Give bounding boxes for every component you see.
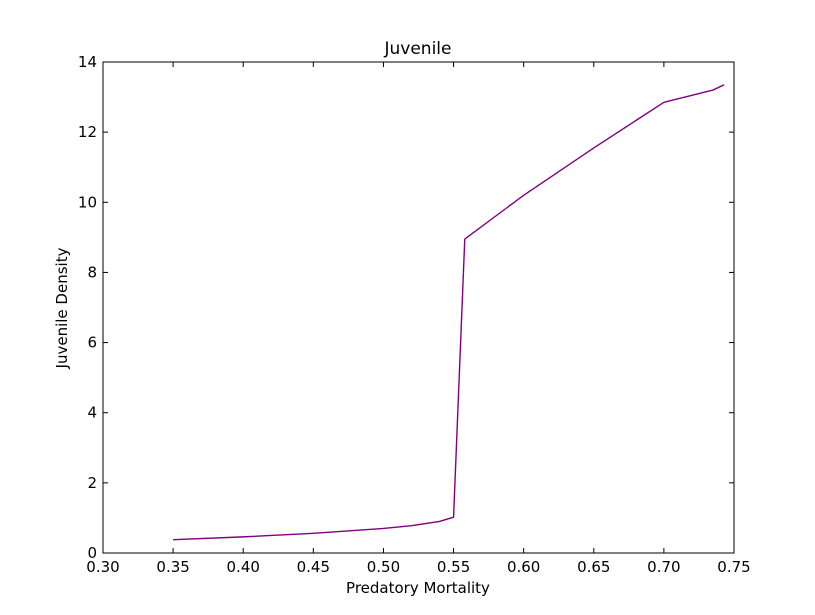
plot-frame xyxy=(102,61,735,554)
y-tick-label: 12 xyxy=(78,123,97,141)
y-axis-label: Juvenile Density xyxy=(53,247,71,369)
x-tick-label: 0.55 xyxy=(437,558,470,576)
series-line xyxy=(173,84,725,541)
y-axis-ticks: 0 2 4 6 8 10 12 14 xyxy=(78,53,734,562)
x-tick-label: 0.75 xyxy=(717,558,750,576)
x-tick-label: 0.45 xyxy=(297,558,330,576)
x-tick-label: 0.35 xyxy=(156,558,189,576)
x-axis-ticks: 0.30 0.35 0.40 0.45 0.50 0.55 0.60 0.65 0.70 0.75 xyxy=(86,62,751,576)
series-layer xyxy=(173,84,725,541)
x-tick-label: 0.50 xyxy=(367,558,400,576)
y-tick-label: 2 xyxy=(87,474,97,492)
y-tick-label: 4 xyxy=(87,404,97,422)
x-tick-label: 0.60 xyxy=(507,558,540,576)
y-tick-label: 10 xyxy=(78,193,97,211)
y-tick-label: 8 xyxy=(87,263,97,281)
x-tick-label: 0.65 xyxy=(577,558,610,576)
chart-title: Juvenile xyxy=(384,39,452,59)
x-tick-label: 0.30 xyxy=(86,558,119,576)
x-tick-label: 0.40 xyxy=(227,558,260,576)
x-tick-label: 0.70 xyxy=(647,558,680,576)
x-axis-label: Predatory Mortality xyxy=(346,579,490,597)
y-tick-label: 0 xyxy=(87,544,97,562)
y-tick-label: 6 xyxy=(87,334,97,352)
y-tick-label: 14 xyxy=(78,53,97,71)
